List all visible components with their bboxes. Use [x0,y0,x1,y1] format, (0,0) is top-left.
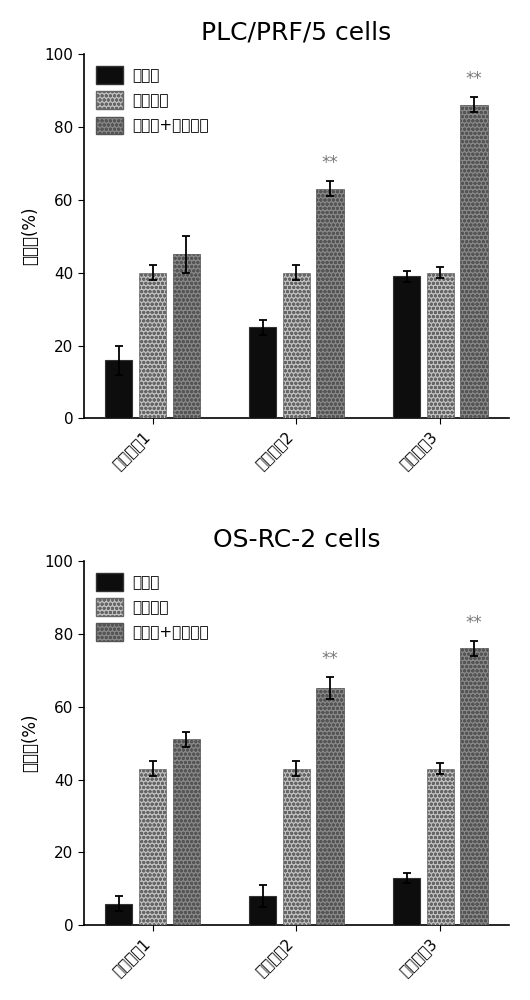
Bar [139,273,166,418]
Bar [282,769,310,925]
Text: **: ** [322,650,339,668]
Title: OS-RC-2 cells: OS-RC-2 cells [213,528,380,552]
Legend: 辣椒素, 索拉非尼, 辣椒素+索拉非尼: 辣椒素, 索拉非尼, 辣椒素+索拉非尼 [91,61,214,139]
Bar [282,273,310,418]
Bar [139,769,166,925]
Legend: 辣椒素, 索拉非尼, 辣椒素+索拉非尼: 辣椒素, 索拉非尼, 辣椒素+索拉非尼 [91,568,214,646]
Bar [461,648,488,925]
Y-axis label: 抑制率(%): 抑制率(%) [21,714,39,772]
Y-axis label: 抑制率(%): 抑制率(%) [21,207,39,265]
Title: PLC/PRF/5 cells: PLC/PRF/5 cells [201,21,392,45]
Bar [393,276,420,418]
Bar [393,878,420,925]
Bar [316,688,344,925]
Text: **: ** [322,154,339,172]
Bar [249,896,277,925]
Bar [173,254,200,418]
Bar [173,739,200,925]
Text: **: ** [466,70,482,88]
Bar [249,327,277,418]
Bar [461,105,488,418]
Text: **: ** [466,614,482,632]
Bar [427,273,454,418]
Bar [427,769,454,925]
Bar [316,189,344,418]
Bar [105,904,132,925]
Bar [105,360,132,418]
